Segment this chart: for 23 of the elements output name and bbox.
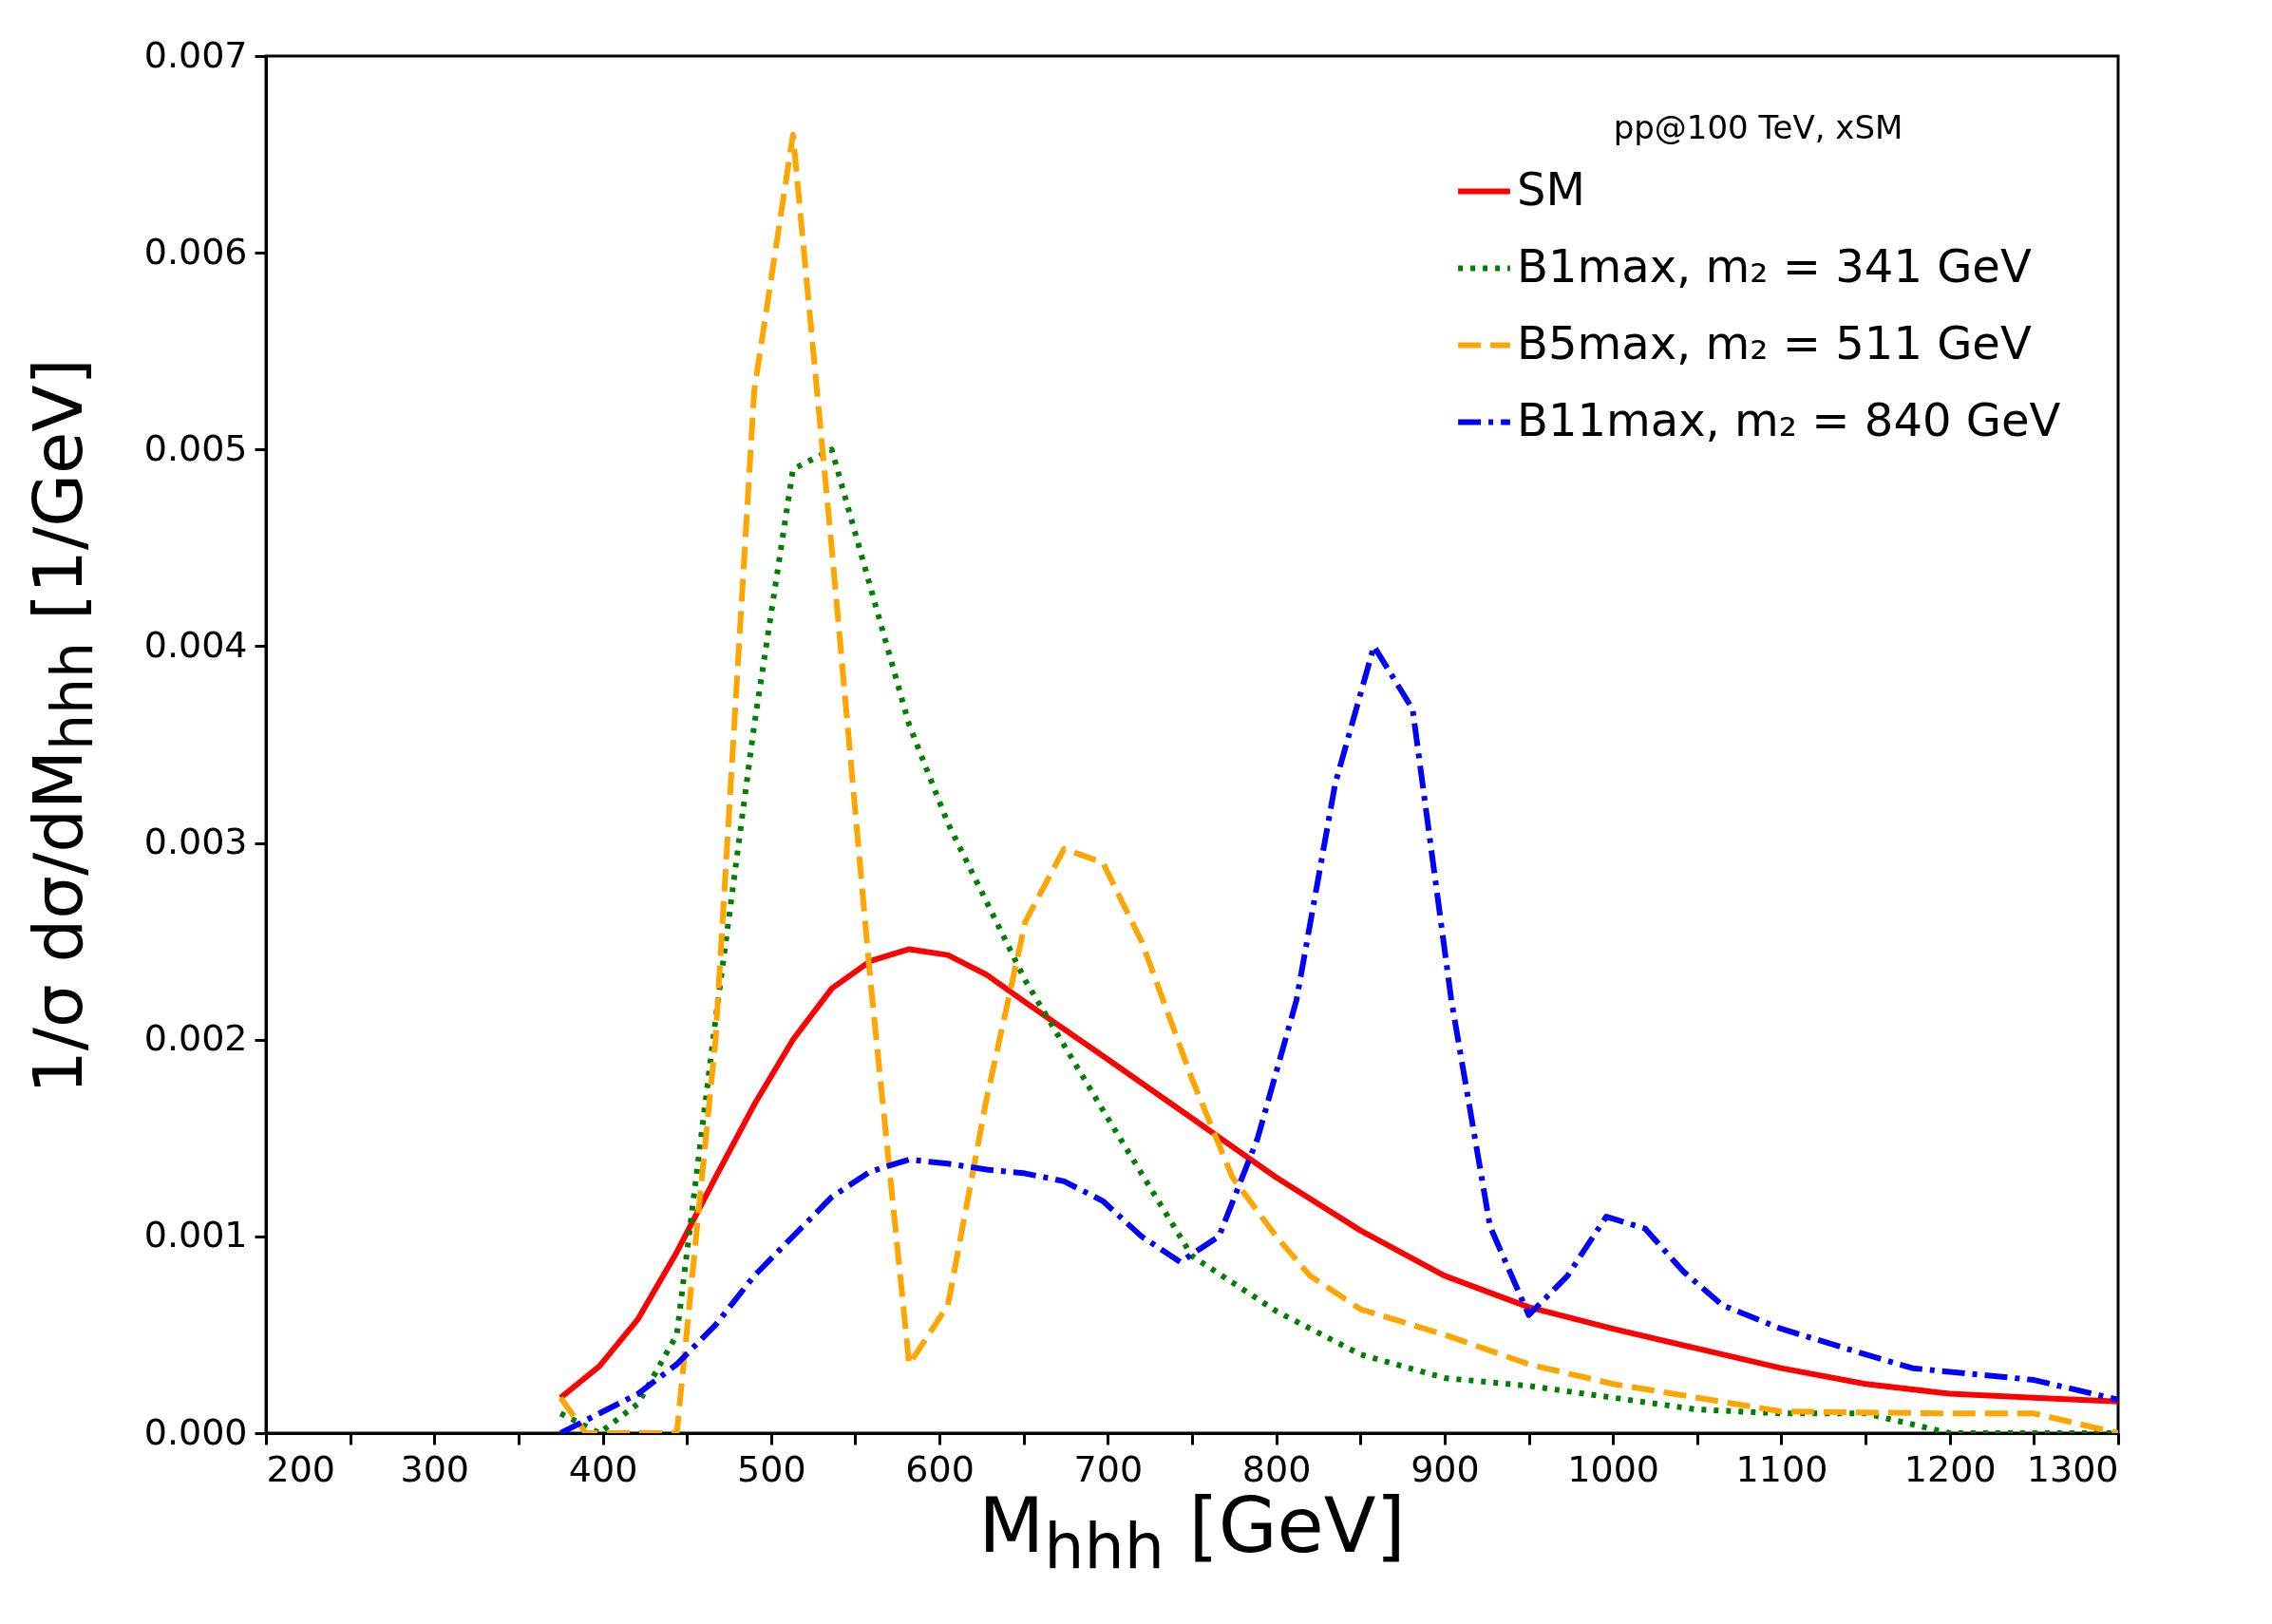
legend-label: SM [1517,161,1585,216]
y-tick-label: 0.001 [143,1214,248,1256]
legend-label: B5max, m₂ = 511 GeV [1517,315,2032,369]
x-tick-label: 300 [400,1447,470,1490]
y-tick-label: 0.002 [143,1017,248,1060]
x-tick-label: 1200 [1903,1447,1997,1490]
y-tick-label: 0.006 [143,230,248,273]
legend-title: pp@100 TeV, xSM [1613,108,1903,146]
x-tick-label: 1100 [1735,1447,1828,1490]
y-tick-label: 0.000 [143,1410,248,1453]
x-tick-label: 500 [737,1447,806,1490]
y-tick-label: 0.003 [143,821,248,863]
x-tick-label: 900 [1411,1447,1480,1490]
x-tick-label: 600 [905,1447,975,1490]
x-tick-label: 400 [568,1447,638,1490]
x-tick-label: 1300 [2026,1447,2119,1490]
x-tick-label: 200 [266,1447,336,1490]
x-tick-label: 1000 [1567,1447,1660,1490]
y-tick-label: 0.007 [143,33,248,76]
y-tick-label: 0.005 [143,426,248,469]
legend-label: B11max, m₂ = 840 GeV [1517,392,2061,446]
y-tick-label: 0.004 [143,623,248,666]
legend-label: B1max, m₂ = 341 GeV [1517,238,2032,293]
